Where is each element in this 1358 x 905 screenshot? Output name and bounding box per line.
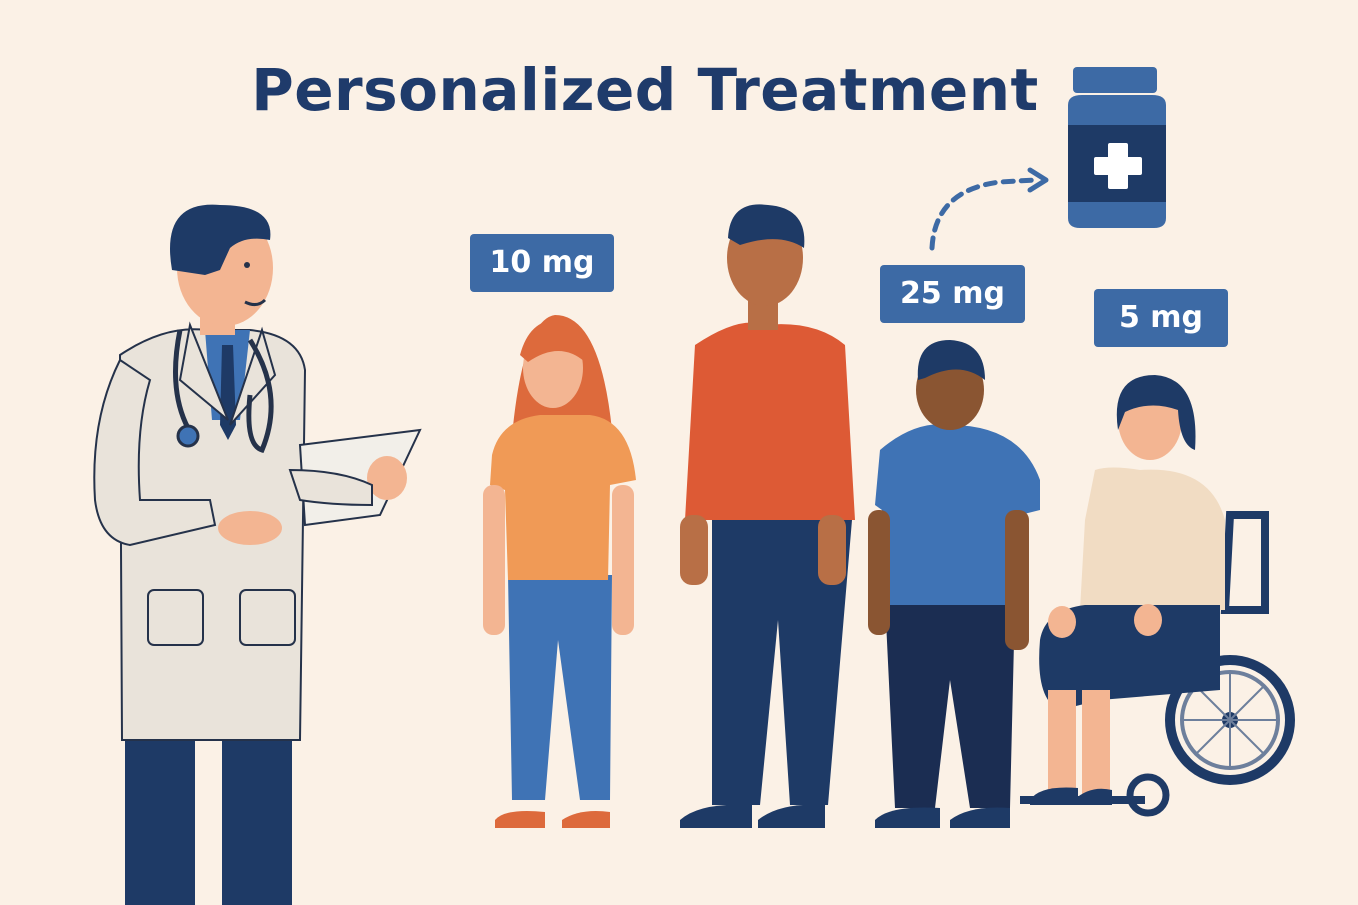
dose-badge-boy: 25 mg xyxy=(880,265,1025,323)
man-figure xyxy=(680,204,855,828)
doctor-figure xyxy=(93,204,422,905)
dashed-arrow-icon xyxy=(929,167,1049,251)
plus-icon xyxy=(1094,143,1142,189)
page-title: Personalized Treatment xyxy=(251,56,1039,124)
boy-figure xyxy=(868,340,1040,828)
medicine-bottle-icon xyxy=(1068,67,1166,228)
dose-badge-woman: 5 mg xyxy=(1094,289,1228,347)
dose-badge-girl: 10 mg xyxy=(470,234,614,292)
woman-in-wheelchair-figure xyxy=(1020,375,1295,817)
girl-figure xyxy=(483,315,636,828)
